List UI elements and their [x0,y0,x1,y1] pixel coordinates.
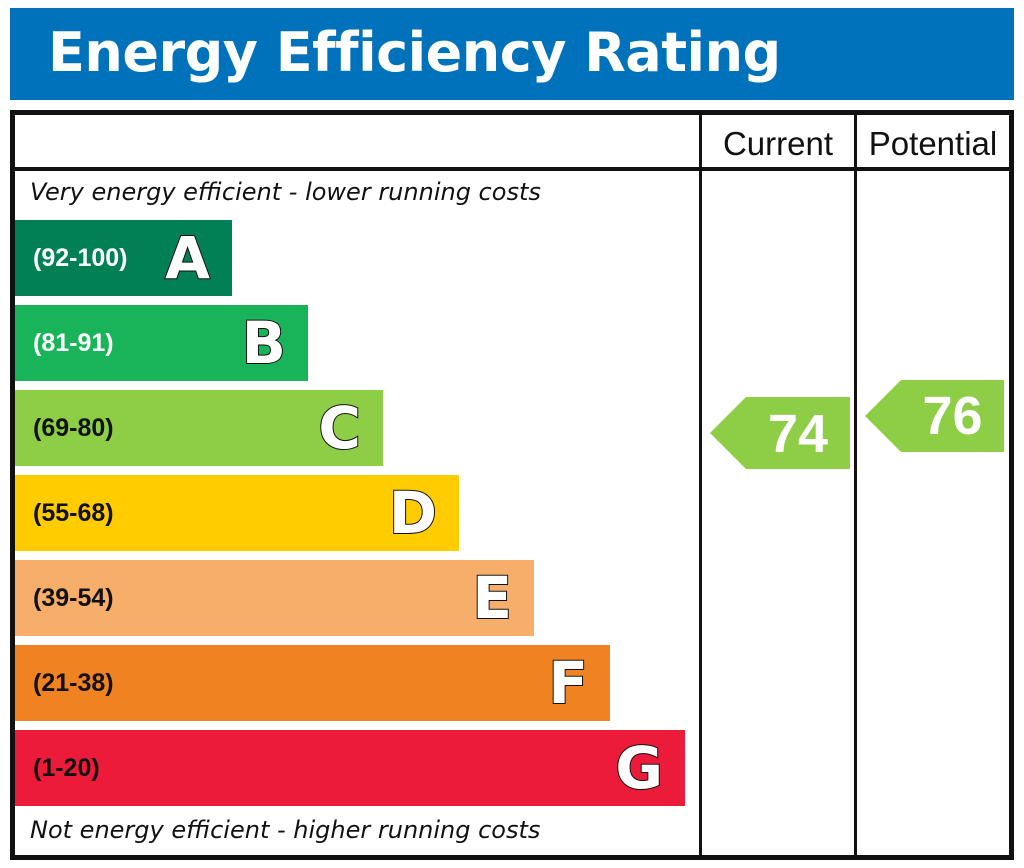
potential-arrow-shape [865,380,1004,452]
band-letter: E [471,563,513,633]
band-a: (92-100) A [15,220,232,296]
bottom-caption: Not energy efficient - higher running co… [30,816,541,844]
band-f: (21-38) F [15,645,610,721]
band-range-label: (92-100) [33,244,128,272]
band-letter: C [317,393,362,463]
band-range-label: (81-91) [33,329,114,357]
potential-rating-arrow: 76 [865,380,1004,452]
potential-column-header: Potential [868,125,998,162]
current-arrow-shape [710,397,850,469]
column-divider-current [699,110,702,860]
column-divider-potential [854,110,857,860]
band-range-label: (39-54) [33,584,114,612]
header-row-divider [10,167,1014,171]
band-g: (1-20) G [15,730,685,806]
band-c: (69-80) C [15,390,383,466]
title-bar: Energy Efficiency Rating [10,8,1014,100]
band-letter: G [614,733,664,803]
band-letter: B [241,308,287,378]
potential-rating-value: 76 [922,386,983,446]
band-b: (81-91) B [15,305,308,381]
band-letter: A [164,223,211,293]
band-letter: D [388,478,438,548]
band-range-label: (21-38) [33,669,114,697]
band-range-label: (55-68) [33,499,114,527]
band-range-label: (69-80) [33,414,114,442]
current-column-header: Current [722,125,834,162]
top-caption: Very energy efficient - lower running co… [30,178,541,206]
band-e: (39-54) E [15,560,534,636]
page-title: Energy Efficiency Rating [48,21,781,84]
current-rating-arrow: 74 [710,397,850,469]
current-rating-value: 74 [767,404,829,464]
rating-table [10,110,1014,860]
band-d: (55-68) D [15,475,459,551]
band-letter: F [547,648,589,718]
band-range-label: (1-20) [33,754,100,782]
